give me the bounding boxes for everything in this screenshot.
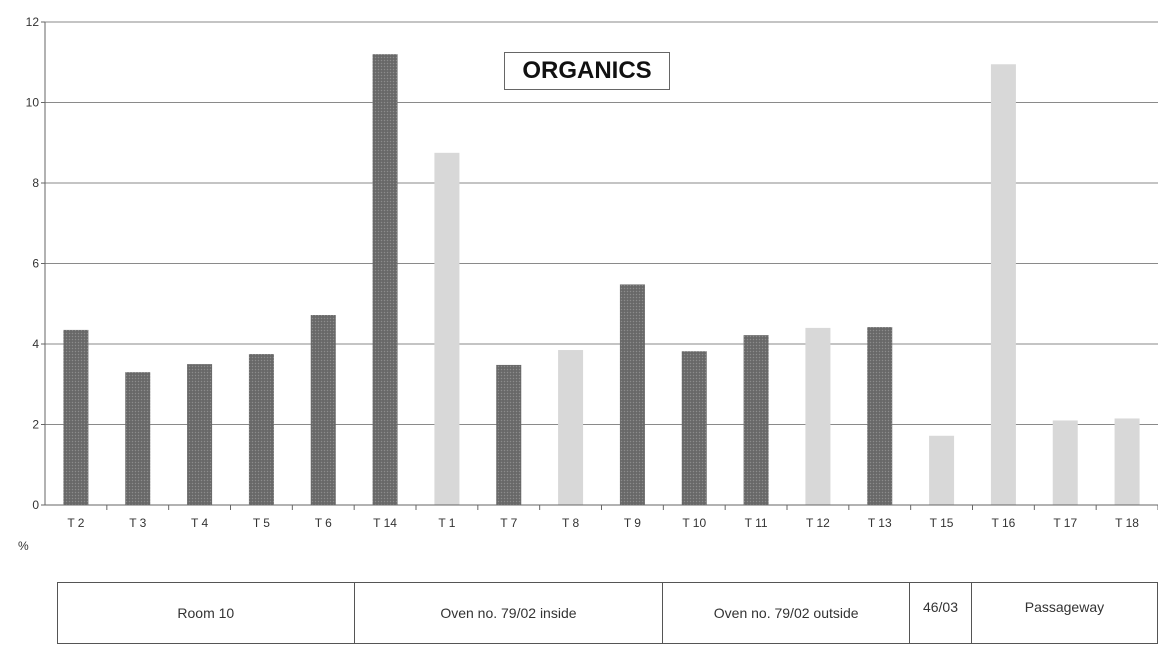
bar-t17 (1052, 420, 1078, 505)
bar-t5 (248, 354, 274, 505)
y-tick-label: 10 (26, 96, 40, 110)
group-label-table: Room 10 Oven no. 79/02 inside Oven no. 79/… (57, 582, 1158, 644)
x-tick-label: T 6 (315, 516, 332, 530)
bar-t6 (310, 315, 336, 505)
bars (63, 54, 1140, 505)
y-tick-label: 0 (32, 498, 39, 512)
x-tick-label: T 14 (373, 516, 397, 530)
bar-t12 (805, 327, 831, 505)
bar-t16 (990, 64, 1016, 505)
bar-t1 (434, 152, 460, 505)
x-tick-label: T 5 (253, 516, 270, 530)
group-label-oven-no-79-02-outside: Oven no. 79/02 outside (663, 583, 911, 643)
bar-t9 (619, 284, 645, 505)
bar-t4 (187, 364, 213, 505)
x-tick-label: T 10 (682, 516, 706, 530)
group-label-room-10: Room 10 (58, 583, 355, 643)
bar-t10 (681, 351, 707, 505)
x-tick-label: T 13 (868, 516, 892, 530)
gridlines (45, 21, 1158, 425)
y-tick-label: 4 (32, 337, 39, 351)
bar-t11 (743, 335, 769, 505)
chart-title: ORGANICS (504, 52, 670, 90)
x-tick-label: T 18 (1115, 516, 1139, 530)
y-tick-label: 6 (32, 257, 39, 271)
bar-t7 (496, 364, 522, 505)
y-tick-label: 8 (32, 176, 39, 190)
y-axis-label: % (18, 539, 29, 553)
x-tick-label: T 4 (191, 516, 208, 530)
x-tick-label: T 11 (745, 516, 768, 530)
axes (41, 21, 1158, 510)
group-label-oven-no-79-02-inside: Oven no. 79/02 inside (355, 583, 664, 643)
x-tick-label: T 2 (67, 516, 84, 530)
bar-t18 (1114, 418, 1140, 505)
x-tick-label: T 1 (438, 516, 455, 530)
x-tick-label: T 16 (992, 516, 1016, 530)
x-tick-label: T 15 (930, 516, 954, 530)
x-tick-label: T 8 (562, 516, 579, 530)
bar-t15 (929, 435, 955, 505)
y-tick-labels: 0 2 4 6 8 10 12 (26, 15, 40, 512)
bar-t2 (63, 329, 89, 505)
group-label-passageway: Passageway (1024, 599, 1105, 615)
bar-t8 (558, 350, 584, 505)
bar-t13 (867, 327, 893, 505)
x-tick-label: T 7 (500, 516, 517, 530)
y-tick-label: 2 (32, 418, 39, 432)
bar-t14 (372, 54, 398, 505)
x-tick-label: T 3 (129, 516, 146, 530)
group-label-46-03: 46/03 (910, 583, 972, 643)
x-tick-label: T 17 (1053, 516, 1077, 530)
x-tick-label: T 9 (624, 516, 641, 530)
x-tick-label: T 12 (806, 516, 830, 530)
x-tick-labels: T 2 T 3 T 4 T 5 T 6 T 14 T 1 T 7 T 8 T 9 T 10 T 11 T… (67, 516, 1139, 530)
y-tick-label: 12 (26, 15, 40, 29)
bar-t3 (125, 372, 151, 505)
